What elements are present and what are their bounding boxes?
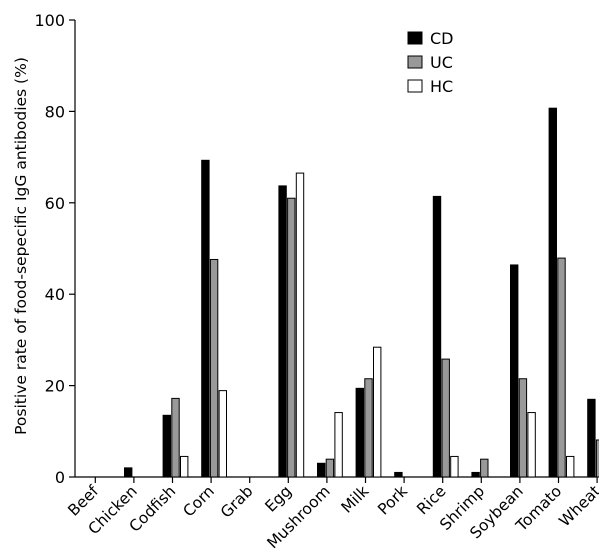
bar-cd-corn [201,159,210,478]
bar-uc-milk [364,378,373,478]
bar-cd-rice [432,195,442,478]
bar-cd-pork [394,471,403,478]
legend-swatch-uc [407,55,423,69]
bar-uc-shrimp [480,458,489,478]
y-tick-label: 40 [45,285,65,304]
bar-cd-codfish [162,414,172,478]
y-axis: 0 20 40 60 80 100 [34,11,76,487]
bar-hc-milk [373,346,382,478]
bar-hc-mushroom [334,412,343,478]
bar-uc-rice [441,358,450,478]
x-tick-label: Grab [217,482,256,521]
bar-hc-egg [295,172,305,478]
y-tick-label: 0 [55,468,65,487]
bar-cd-shrimp [471,471,480,478]
bar-hc-rice [450,455,459,478]
bar-uc-corn [209,258,219,478]
bar-uc-mushroom [325,458,335,478]
bar-hc-codfish [180,455,189,478]
bar-hc-tomato [566,455,575,478]
x-tick-label: Pork [374,482,411,519]
x-tick-label: Corn [180,482,218,520]
legend-swatch-hc [407,79,423,93]
legend-label-uc: UC [430,53,453,72]
y-tick-label: 60 [45,194,65,213]
bar-cd-soybean [510,264,519,478]
legend-swatch-cd [407,31,423,45]
y-tick-label: 80 [45,102,65,121]
bar-cd-tomato [548,107,557,478]
legend-label-hc: HC [430,77,453,96]
bar-cd-egg [278,185,287,478]
bar-cd-mushroom [317,462,326,478]
bar-cd-chicken [124,467,133,478]
legend-label-cd: CD [430,29,454,48]
bar-cd-wheat [587,398,596,478]
bars [124,107,599,478]
y-tick-label: 100 [34,11,65,30]
bar-uc-codfish [171,397,180,478]
bar-hc-soybean [527,412,536,478]
y-tick-label: 20 [45,377,65,396]
legend: CD UC HC [407,29,454,96]
x-tick-label: Milk [338,482,373,517]
x-tick-label: Egg [262,482,296,516]
bar-uc-wheat [595,439,599,478]
x-tick-label: Wheat [556,482,599,530]
bar-uc-soybean [518,378,528,478]
bar-uc-egg [287,197,296,478]
bar-cd-milk [355,387,365,478]
y-axis-label: Positive rate of food-sepecific IgG anti… [12,57,30,435]
bar-uc-tomato [557,257,566,478]
bar-hc-corn [218,390,228,478]
